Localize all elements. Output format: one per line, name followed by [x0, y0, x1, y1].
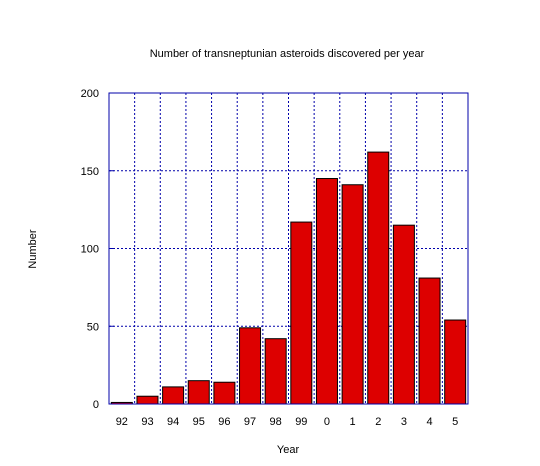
x-tick-label: 95 — [193, 416, 205, 428]
bar-94 — [162, 386, 185, 405]
x-tick-label: 99 — [295, 416, 307, 428]
bar-98 — [264, 338, 287, 405]
bar-2 — [367, 151, 390, 405]
chart-title: Number of transneptunian asteroids disco… — [150, 48, 425, 60]
x-tick-label: 93 — [141, 416, 153, 428]
y-tick-label: 50 — [87, 321, 99, 333]
x-tick-label: 94 — [167, 416, 179, 428]
x-tick-label: 97 — [244, 416, 256, 428]
bar-3 — [392, 224, 415, 405]
x-tick-label: 96 — [218, 416, 230, 428]
y-axis-label: Number — [27, 229, 39, 268]
x-tick-label: 4 — [426, 416, 432, 428]
bar-0 — [315, 178, 338, 405]
x-tick-label: 1 — [350, 416, 356, 428]
plot-frame — [108, 92, 469, 405]
x-tick-label: 98 — [270, 416, 282, 428]
tick-labels: 0 50 100 150 200 92 93 94 95 96 97 98 99 0 1 2 3 4 5 — [81, 88, 459, 428]
y-tick-label: 200 — [81, 88, 99, 100]
bar-5 — [444, 319, 467, 405]
x-axis-label: Year — [277, 444, 300, 456]
y-tick-label: 150 — [81, 166, 99, 178]
x-tick-label: 3 — [401, 416, 407, 428]
y-tick-label: 0 — [93, 399, 99, 411]
y-tick-label: 100 — [81, 244, 99, 256]
bar-96 — [213, 381, 236, 405]
bar-95 — [187, 380, 210, 405]
bars — [110, 151, 467, 405]
x-tick-label: 0 — [324, 416, 330, 428]
bar-97 — [239, 327, 262, 405]
x-tick-label: 5 — [452, 416, 458, 428]
bar-93 — [136, 395, 159, 405]
x-tick-label: 92 — [116, 416, 128, 428]
bar-4 — [418, 277, 441, 405]
bar-1 — [341, 184, 364, 405]
bar-99 — [290, 221, 313, 405]
x-tick-label: 2 — [375, 416, 381, 428]
